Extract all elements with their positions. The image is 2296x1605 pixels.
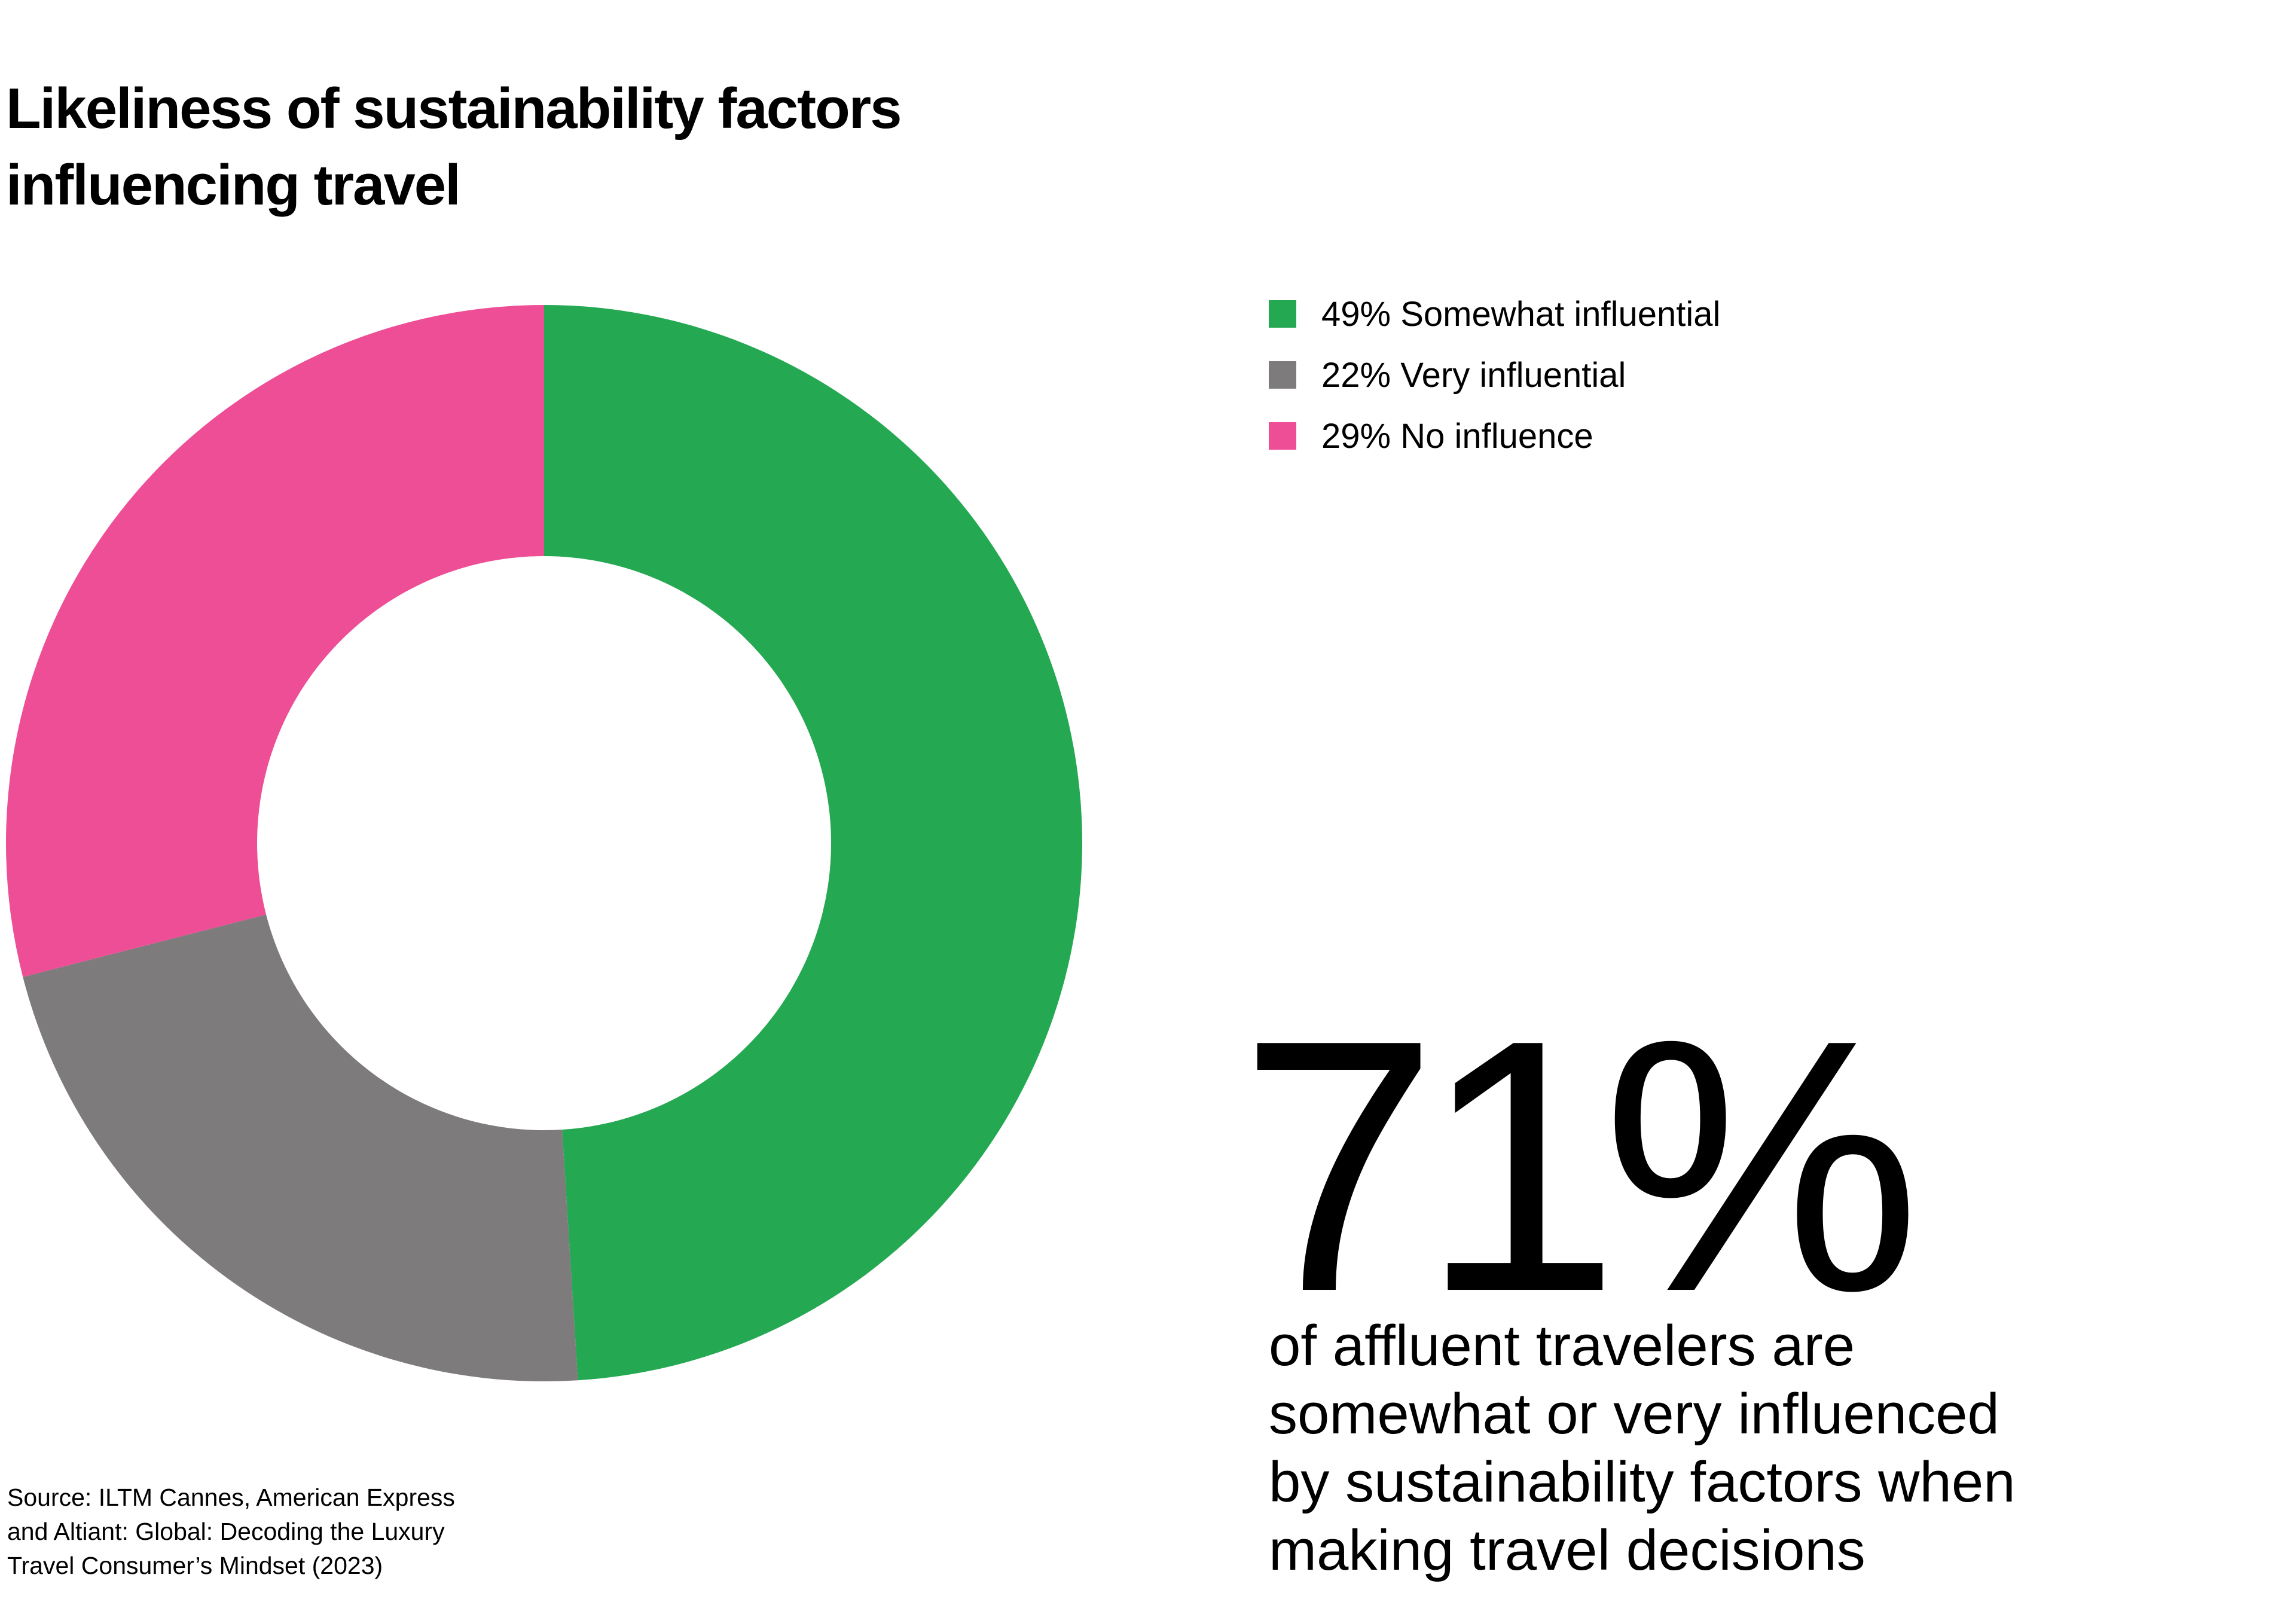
donut-slice-very-influential [23, 914, 578, 1381]
donut-slice-no-influence [5, 305, 545, 977]
source-line-3: Travel Consumer’s Mindset (2023) [7, 1552, 383, 1579]
legend-label-very-influential: 22% Very influential [1321, 355, 1626, 395]
statement-line-4: making travel decisions [1269, 1518, 1866, 1582]
legend-item-no-influence: 29% No influence [1269, 405, 1720, 466]
source-line-1: Source: ILTM Cannes, American Express [7, 1484, 455, 1511]
legend-label-no-influence: 29% No influence [1321, 416, 1593, 456]
legend-swatch-somewhat-influential [1269, 300, 1296, 328]
chart-title-line-1: Likeliness of sustainability factors [6, 77, 902, 141]
legend-swatch-no-influence [1269, 422, 1296, 450]
highlight-statement: of affluent travelers are somewhat or ve… [1269, 1312, 2166, 1585]
legend-swatch-very-influential [1269, 361, 1296, 389]
statement-line-3: by sustainability factors when [1269, 1450, 2016, 1514]
source-line-2: and Altiant: Global: Decoding the Luxury [7, 1518, 445, 1545]
highlight-percentage: 71% [1239, 966, 1921, 1366]
source-note: Source: ILTM Cannes, American Express an… [7, 1481, 545, 1583]
donut-slice-somewhat-influential [544, 305, 1082, 1381]
legend-label-somewhat-influential: 49% Somewhat influential [1321, 294, 1721, 334]
legend-item-somewhat-influential: 49% Somewhat influential [1269, 283, 1720, 344]
statement-line-2: somewhat or very influenced [1269, 1382, 1999, 1446]
donut-chart [5, 305, 1082, 1381]
legend-item-very-influential: 22% Very influential [1269, 344, 1720, 405]
chart-title-line-2: influencing travel [6, 153, 461, 217]
chart-title: Likeliness of sustainability factors inf… [6, 71, 1022, 224]
legend: 49% Somewhat influential 22% Very influe… [1269, 283, 1720, 466]
statement-line-1: of affluent travelers are [1269, 1314, 1855, 1378]
